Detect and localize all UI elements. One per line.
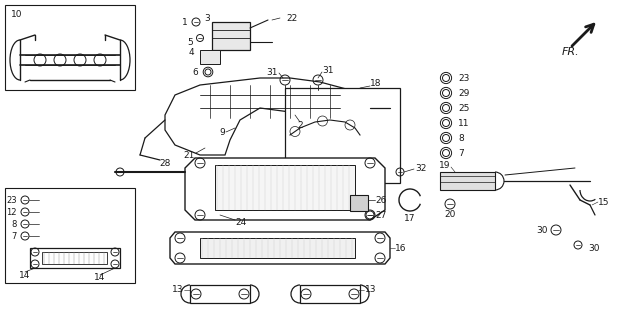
Text: 14: 14 (94, 274, 106, 283)
Bar (215, 165, 355, 210)
Text: 15: 15 (598, 197, 610, 206)
Text: 25: 25 (458, 103, 469, 113)
Bar (190, 285, 250, 303)
Text: 8: 8 (12, 220, 17, 228)
Text: 3: 3 (204, 13, 210, 22)
Text: 17: 17 (404, 213, 416, 222)
Polygon shape (165, 78, 370, 155)
Text: 19: 19 (439, 161, 451, 170)
Text: 14: 14 (19, 270, 31, 279)
Bar (200, 238, 355, 258)
Bar (5, 5, 135, 90)
Text: 13: 13 (365, 285, 377, 294)
Text: 18: 18 (370, 78, 381, 87)
Bar (285, 88, 400, 183)
Polygon shape (185, 158, 385, 220)
Text: 23: 23 (458, 74, 469, 83)
Text: 12: 12 (6, 207, 17, 217)
Bar (300, 285, 360, 303)
Bar (440, 172, 495, 190)
Text: 29: 29 (458, 89, 469, 98)
Text: 31: 31 (266, 68, 278, 76)
Text: 7: 7 (458, 148, 463, 157)
Text: 27: 27 (375, 211, 386, 220)
Text: 26: 26 (375, 196, 386, 204)
Text: 20: 20 (445, 210, 456, 219)
Text: 30: 30 (588, 244, 600, 252)
Text: 13: 13 (171, 285, 183, 294)
Bar (42, 252, 107, 264)
Text: 28: 28 (160, 158, 171, 167)
Text: 10: 10 (11, 10, 23, 19)
Text: 2: 2 (297, 121, 303, 130)
Polygon shape (30, 248, 120, 268)
Text: 16: 16 (395, 244, 406, 252)
Text: 9: 9 (219, 127, 225, 137)
Text: 32: 32 (415, 164, 426, 172)
Text: 23: 23 (6, 196, 17, 204)
Text: 1: 1 (182, 18, 188, 27)
Bar (200, 50, 220, 64)
Bar (5, 188, 135, 283)
Text: 7: 7 (12, 231, 17, 241)
Text: 11: 11 (458, 118, 470, 127)
Text: 6: 6 (192, 68, 198, 76)
Text: 30: 30 (536, 226, 548, 235)
Text: 4: 4 (188, 47, 194, 57)
Text: 21: 21 (183, 150, 195, 159)
Text: 5: 5 (187, 37, 193, 46)
Text: 31: 31 (322, 66, 333, 75)
Text: 24: 24 (235, 218, 246, 227)
Text: 22: 22 (286, 13, 297, 22)
Polygon shape (170, 232, 390, 264)
Bar (350, 195, 368, 211)
Text: FR.: FR. (562, 47, 580, 57)
Bar (212, 22, 250, 50)
Text: 8: 8 (458, 133, 463, 142)
